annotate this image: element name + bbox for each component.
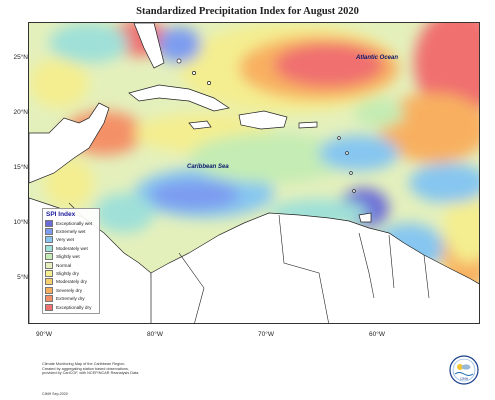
legend-swatch bbox=[45, 253, 53, 261]
spi-legend: SPI Index Exceptionally wet Extremely wet… bbox=[42, 208, 100, 315]
legend-item: Extremely dry bbox=[45, 295, 97, 303]
legend-item: Moderately wet bbox=[45, 244, 97, 252]
legend-item: Slightly wet bbox=[45, 253, 97, 261]
legend-item: Severely dry bbox=[45, 286, 97, 294]
legend-item: Exceptionally dry bbox=[45, 303, 97, 311]
legend-label: Slightly wet bbox=[56, 254, 80, 260]
spi-map: Atlantic Ocean Caribbean Sea bbox=[28, 22, 480, 324]
legend-swatch bbox=[45, 236, 53, 244]
footer-line-1: Climate Monitoring Map of the Caribbean … bbox=[42, 362, 126, 366]
lon-label-70w: 70°W bbox=[258, 331, 274, 338]
legend-title: SPI Index bbox=[46, 211, 76, 218]
legend-items: Exceptionally wet Extremely wet Very wet Mo… bbox=[45, 219, 97, 311]
lat-label-20n: 20°N bbox=[13, 109, 28, 116]
legend-item: Moderately dry bbox=[45, 278, 97, 286]
legend-item: Normal bbox=[45, 261, 97, 269]
footer-line-3: provided by CariCOF, with NCEP/NCAR Rean… bbox=[42, 371, 140, 376]
atlantic-ocean-label: Atlantic Ocean bbox=[356, 55, 399, 61]
legend-swatch bbox=[45, 303, 53, 311]
logo-text: CIMH bbox=[460, 377, 469, 381]
legend-swatch bbox=[45, 286, 53, 294]
caribbean-sea-label: Caribbean Sea bbox=[187, 164, 229, 170]
legend-label: Extremely dry bbox=[56, 296, 85, 302]
country-borders bbox=[68, 202, 430, 323]
cimh-logo: CIMH bbox=[449, 355, 479, 385]
legend-label: Moderately wet bbox=[56, 245, 88, 251]
lat-label-25n: 25°N bbox=[13, 54, 28, 61]
legend-swatch bbox=[45, 261, 53, 269]
legend-swatch bbox=[45, 270, 53, 278]
legend-label: Moderately dry bbox=[56, 279, 88, 285]
legend-label: Severely dry bbox=[56, 287, 83, 293]
legend-label: Normal bbox=[56, 262, 72, 268]
footer-credit: CIMH Sep-2020 bbox=[42, 392, 68, 396]
legend-swatch bbox=[45, 278, 53, 286]
legend-item: Extremely wet bbox=[45, 227, 97, 236]
spi-field bbox=[29, 23, 479, 323]
legend-swatch bbox=[45, 219, 53, 227]
legend-label: Exceptionally dry bbox=[56, 304, 92, 310]
lat-label-10n: 10°N bbox=[13, 219, 28, 226]
legend-label: Slightly dry bbox=[56, 271, 79, 277]
legend-item: Exceptionally wet bbox=[45, 219, 97, 227]
legend-swatch bbox=[45, 295, 53, 303]
lon-label-90w: 90°W bbox=[36, 331, 52, 338]
lat-label-15n: 15°N bbox=[13, 164, 28, 171]
lon-label-80w: 80°W bbox=[147, 331, 163, 338]
lat-label-5n: 5°N bbox=[17, 274, 28, 281]
footer-line-2: Created by aggregating station based obs… bbox=[42, 366, 129, 371]
legend-label: Exceptionally wet bbox=[56, 220, 93, 226]
map-footer: Climate Monitoring Map of the Caribbean … bbox=[42, 362, 222, 376]
legend-item: Very wet bbox=[45, 236, 97, 244]
legend-swatch bbox=[45, 244, 53, 252]
lon-label-60w: 60°W bbox=[369, 331, 385, 338]
legend-label: Extremely wet bbox=[56, 229, 86, 235]
legend-label: Very wet bbox=[56, 237, 74, 243]
legend-swatch bbox=[45, 228, 53, 236]
legend-item: Slightly dry bbox=[45, 269, 97, 278]
spi-map-canvas bbox=[29, 23, 479, 323]
map-title: Standardized Precipitation Index for Aug… bbox=[136, 6, 359, 17]
